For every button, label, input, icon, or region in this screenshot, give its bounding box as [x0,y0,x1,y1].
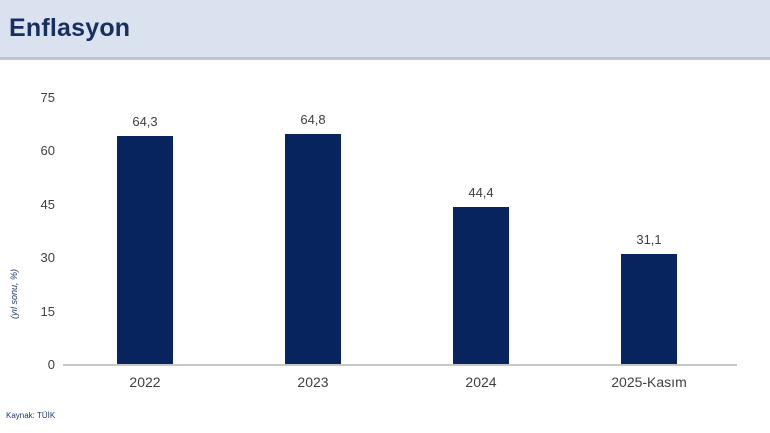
y-tick-label: 75 [40,90,55,105]
x-tick-label: 2023 [297,374,329,390]
bar [117,136,173,365]
bar-value-label: 64,8 [300,112,326,128]
bar [285,134,341,365]
bar-value-label: 44,4 [468,184,494,200]
x-tick-label: 2022 [129,374,161,390]
x-tick-label: 2024 [465,374,497,390]
y-tick-label: 0 [47,357,55,372]
bar-value-label: 64,3 [132,114,158,130]
inflation-bar-chart: (yıl sonu, %) 0 15 30 45 60 75 64,3 64,8 44,4 31… [0,63,770,433]
page-title: Enflasyon [9,14,131,42]
bar [453,206,509,365]
bar-value-label: 31,1 [636,232,662,248]
y-tick-label: 30 [40,250,55,266]
bar [621,254,677,365]
x-axis-line [63,364,737,366]
y-tick-label: 60 [40,143,55,159]
y-tick-label: 45 [40,196,55,212]
x-tick-label: 2025-Kasım [611,374,687,390]
y-axis-label: (yıl sonu, %) [9,268,19,320]
y-tick-label: 15 [40,303,55,319]
header-bar: Enflasyon [0,0,770,60]
source-note: Kaynak: TÜİK [6,411,56,420]
